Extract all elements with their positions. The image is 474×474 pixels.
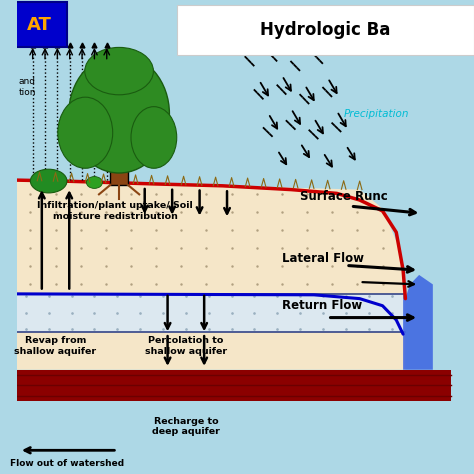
FancyBboxPatch shape [177, 5, 474, 55]
Text: Percolation to
shallow aquifer: Percolation to shallow aquifer [145, 337, 227, 356]
Ellipse shape [69, 55, 169, 173]
Text: Surface Runc: Surface Runc [300, 190, 388, 203]
Text: Lateral Flow: Lateral Flow [282, 252, 364, 265]
Polygon shape [17, 180, 405, 370]
Ellipse shape [58, 97, 113, 168]
Ellipse shape [131, 107, 177, 168]
Polygon shape [17, 294, 405, 332]
Text: Revap from
shallow aquifer: Revap from shallow aquifer [15, 337, 97, 356]
Polygon shape [403, 275, 433, 370]
Text: Flow out of watershed: Flow out of watershed [10, 459, 124, 468]
FancyBboxPatch shape [110, 142, 128, 185]
FancyBboxPatch shape [12, 2, 67, 47]
Text: Hydrologic Ba: Hydrologic Ba [260, 21, 391, 39]
Ellipse shape [30, 169, 67, 193]
Ellipse shape [85, 47, 154, 95]
Text: and
tion: and tion [19, 77, 36, 97]
Text: Recharge to
deep aquifer: Recharge to deep aquifer [152, 417, 220, 436]
Ellipse shape [86, 176, 102, 188]
Polygon shape [17, 370, 451, 401]
Text: Return Flow: Return Flow [282, 299, 362, 312]
Text: Infiltration/plant uptake/ Soil
moisture redistribution: Infiltration/plant uptake/ Soil moisture… [37, 201, 193, 221]
Text: AT: AT [27, 16, 52, 34]
Text: Precipitation: Precipitation [344, 109, 409, 119]
